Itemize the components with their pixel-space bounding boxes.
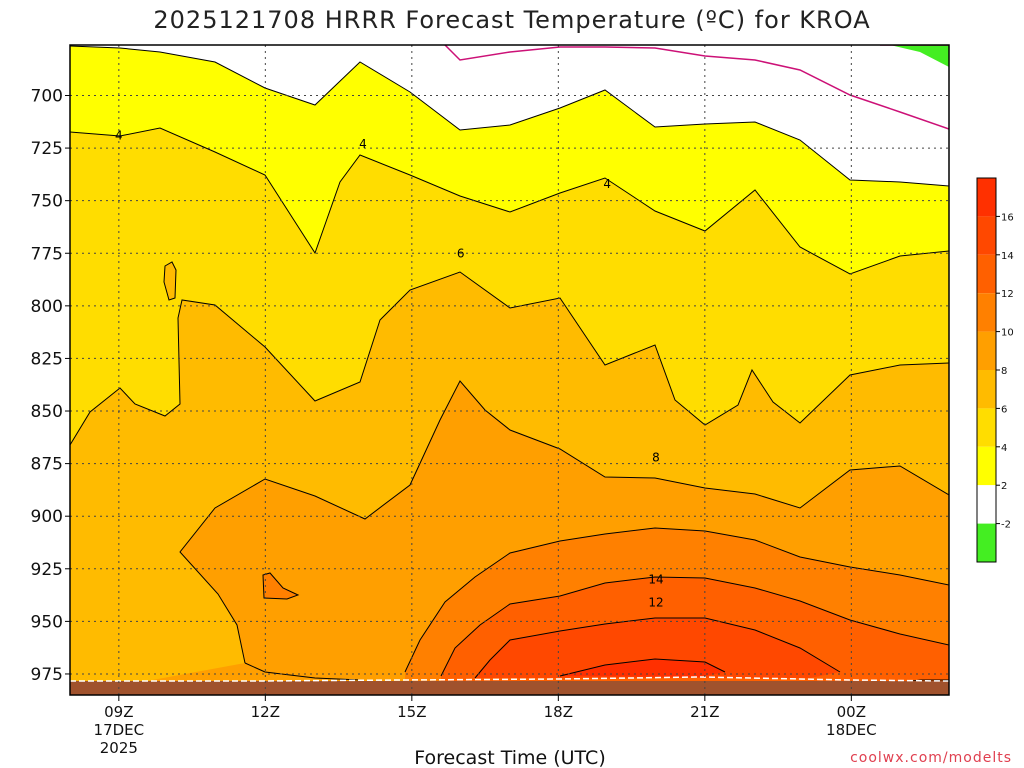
contour-8-left-close [244, 662, 361, 681]
x-tick-label: 09Z [104, 703, 133, 721]
colorbar-segment [977, 293, 996, 332]
colorbar-segment [977, 408, 996, 447]
contour-label: 8 [652, 450, 660, 464]
contour-lines [70, 45, 949, 685]
band-10-12-pocket [262, 572, 300, 600]
chart-title: 2025121708 HRRR Forecast Temperature (ºC… [153, 6, 870, 34]
colorbar-segment [977, 446, 996, 486]
contour-label: 6 [457, 246, 465, 260]
x-tick-date: 18DEC [826, 721, 877, 739]
colorbar-label: 14 [1001, 251, 1014, 262]
colorbar-label: 16 [1001, 212, 1014, 223]
contour-4-upper [70, 127, 949, 275]
band-white-region [70, 45, 949, 186]
x-tick-label: 18Z [544, 703, 573, 721]
contour-label: 14 [648, 572, 663, 586]
x-tick-label: 00Z [837, 703, 866, 721]
cold-contour [444, 45, 949, 130]
contour-label: 4 [115, 128, 123, 142]
colorbar-segment [977, 370, 996, 409]
y-axis: 700 725 750 775 800 825 850 875 900 925 950 975 [31, 86, 70, 685]
contour-14 [474, 617, 841, 679]
contour-label: 12 [648, 595, 663, 609]
y-tick-label: 850 [31, 402, 63, 422]
x-tick-label: 15Z [397, 703, 426, 721]
x-tick-year: 2025 [100, 739, 138, 757]
contour-label: 4 [603, 177, 611, 191]
y-tick-label: 975 [31, 665, 63, 685]
contour-2 [70, 45, 949, 187]
contour-10 [404, 527, 949, 673]
colorbar-label: 12 [1001, 289, 1014, 300]
colorbar-label: 10 [1001, 328, 1014, 339]
plot-frame [69, 44, 950, 696]
colorbar-label: 6 [1001, 404, 1007, 415]
contour-8 [179, 380, 949, 664]
y-tick-label: 875 [31, 455, 63, 475]
temperature-field [70, 45, 949, 695]
gridlines [70, 45, 949, 695]
band-neg2-green [890, 45, 949, 67]
credit-link[interactable]: coolwx.com/modelts [850, 750, 1012, 766]
x-tick-date: 17DEC [94, 721, 145, 739]
contour-labels: 4 4 4 6 8 12 14 [115, 128, 664, 609]
colorbar: -2 2 4 6 8 10 12 14 16 [976, 177, 1014, 563]
colorbar-segment [977, 178, 996, 217]
x-axis-label: Forecast Time (UTC) [414, 747, 605, 768]
y-tick-label: 925 [31, 560, 63, 580]
colorbar-label: 2 [1001, 481, 1007, 492]
band-16-plus [560, 659, 725, 677]
y-tick-label: 700 [31, 86, 63, 106]
colorbar-segment [977, 216, 996, 255]
colorbar-segment [977, 331, 996, 370]
y-tick-label: 950 [31, 612, 63, 632]
colorbar-label: -2 [1001, 520, 1011, 531]
y-tick-label: 775 [31, 244, 63, 264]
contour-16 [559, 658, 726, 677]
y-tick-label: 800 [31, 297, 63, 317]
colorbar-label: 4 [1001, 443, 1007, 454]
colorbar-segment [977, 523, 996, 562]
y-tick-label: 825 [31, 349, 63, 369]
y-tick-label: 725 [31, 139, 63, 159]
band-14-16 [475, 618, 840, 678]
contour-6 [70, 271, 949, 446]
y-tick-label: 750 [31, 192, 63, 212]
contour-label: 4 [359, 137, 367, 151]
y-tick-label: 900 [31, 507, 63, 527]
x-tick-label: 21Z [690, 703, 719, 721]
colorbar-segment [977, 485, 996, 524]
band-6-8-island [163, 261, 177, 301]
ground-strip [70, 681, 949, 695]
x-tick-label: 12Z [251, 703, 280, 721]
colorbar-segment [977, 254, 996, 294]
contour-12 [440, 576, 949, 677]
colorbar-label: 8 [1001, 366, 1007, 377]
